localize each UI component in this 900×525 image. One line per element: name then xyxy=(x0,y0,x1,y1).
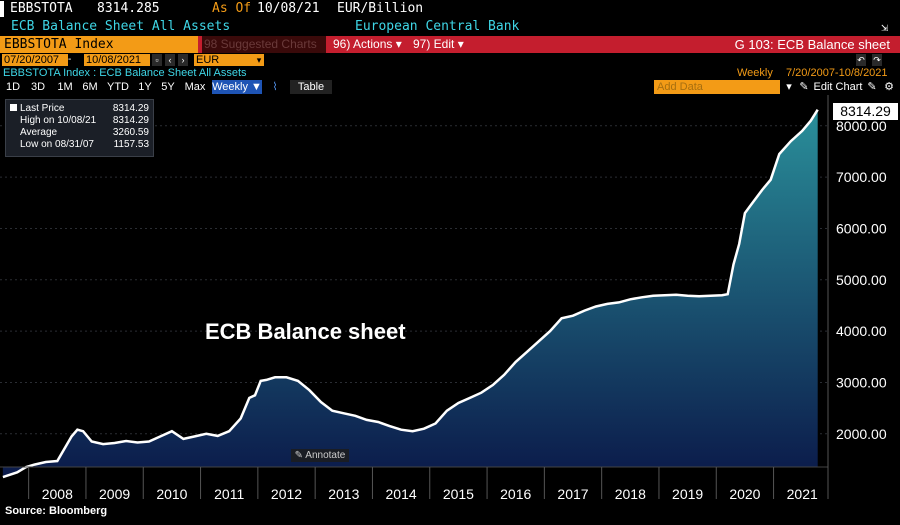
legend-box[interactable]: Last Price 8314.29 High on 10/08/21 8314… xyxy=(5,99,154,157)
last-value-label: 8314.29 xyxy=(833,103,898,120)
as-of-label: As Of xyxy=(212,1,252,16)
prev-period-icon[interactable]: ‹ xyxy=(165,54,175,66)
y-tick-label: 8000.00 xyxy=(836,118,887,134)
ticker-symbol[interactable]: EBBSTOTA xyxy=(0,1,79,17)
date-range-bar: 07/20/2007 - 10/08/2021 ▫ ‹ › EUR ▾ ↶ ↷ xyxy=(0,53,900,67)
balance-sheet-chart: 2008 2009 2010 2011 2012 2013 2014 2015 2016 2017… xyxy=(0,95,887,502)
x-tick-label: 2008 xyxy=(42,486,73,502)
legend-value: 1157.53 xyxy=(113,139,149,150)
chart-area[interactable]: 2008 2009 2010 2011 2012 2013 2014 2015 2016 2017… xyxy=(0,95,900,520)
date-separator: - xyxy=(68,54,72,65)
pencil-icon[interactable]: ✎ xyxy=(867,81,877,93)
y-tick-label: 6000.00 xyxy=(836,220,887,236)
edit-chart-button[interactable]: Edit Chart xyxy=(813,81,863,93)
line-chart-icon[interactable]: ⌇ xyxy=(272,81,278,93)
pencil-icon: ✎ xyxy=(294,450,306,461)
series-line xyxy=(2,109,819,479)
legend-value: 8314.29 xyxy=(112,103,149,114)
x-tick-label: 2017 xyxy=(557,486,588,502)
period-ytd-button[interactable]: YTD xyxy=(107,81,129,93)
security-description: ECB Balance Sheet All Assets xyxy=(11,19,231,34)
x-tick-label: 2013 xyxy=(328,486,359,502)
frequency-label: Weekly xyxy=(737,67,773,79)
y-tick-label: 2000.00 xyxy=(836,426,887,442)
x-tick-label: 2009 xyxy=(99,486,130,502)
next-period-icon[interactable]: › xyxy=(178,54,188,66)
source-note: Source: Bloomberg xyxy=(5,505,108,517)
chevron-down-icon[interactable]: ▾ xyxy=(254,54,264,66)
date-range-label: 7/20/2007-10/8/2021 xyxy=(786,67,888,79)
series-area xyxy=(2,109,818,477)
x-tick-label: 2011 xyxy=(214,486,244,502)
period-1y-button[interactable]: 1Y xyxy=(138,81,152,93)
settings-icon[interactable]: ⚙ xyxy=(884,81,894,93)
units-label: EUR/Billion xyxy=(337,1,424,16)
x-tick-label: 2010 xyxy=(156,486,187,502)
breadcrumb: EBBSTOTA Index : ECB Balance Sheet All A… xyxy=(3,67,247,79)
description-bar: ECB Balance Sheet All Assets European Ce… xyxy=(0,18,900,36)
period-6m-button[interactable]: 6M xyxy=(82,81,98,93)
period-1d-button[interactable]: 1D xyxy=(5,81,21,93)
period-1m-button[interactable]: 1M xyxy=(57,81,73,93)
index-field[interactable]: EBBSTOTA Index xyxy=(0,36,198,53)
x-tick-label: 2014 xyxy=(386,486,417,502)
legend-item-last-price: Last Price xyxy=(10,103,64,115)
annotate-button[interactable]: ✎ Annotate xyxy=(291,449,349,462)
actions-menu[interactable]: 96) Actions ▾ xyxy=(333,37,402,51)
period-bar: 1D 3D 1M 6M YTD 1Y 5Y Max Weekly ▼ ⌇ Tab… xyxy=(0,80,900,94)
redo-icon[interactable]: ↷ xyxy=(872,54,882,66)
legend-item-high: High on 10/08/21 xyxy=(20,115,97,126)
x-tick-label: 2018 xyxy=(615,486,646,502)
legend-item-average: Average xyxy=(20,127,58,138)
breadcrumb-bar: EBBSTOTA Index : ECB Balance Sheet All A… xyxy=(0,67,900,80)
ticker-bar: EBBSTOTA 8314.285 As Of 10/08/21 EUR/Bil… xyxy=(0,0,900,18)
start-date-input[interactable]: 07/20/2007 xyxy=(2,54,68,66)
currency-select[interactable]: EUR xyxy=(194,54,256,66)
legend-label: Last Price xyxy=(20,103,65,114)
x-tick-label: 2016 xyxy=(500,486,531,502)
ticker-value: 8314.285 xyxy=(97,1,160,16)
legend-value: 3260.59 xyxy=(112,127,149,138)
add-data-input[interactable]: Add Data xyxy=(654,80,780,94)
as-of-date: 10/08/21 xyxy=(257,1,320,16)
legend-value: 8314.29 xyxy=(112,115,149,126)
x-tick-label: 2019 xyxy=(672,486,703,502)
x-tick-label: 2021 xyxy=(787,486,818,502)
annotate-label: Annotate xyxy=(305,450,346,461)
table-button[interactable]: Table xyxy=(290,80,332,94)
x-tick-label: 2020 xyxy=(729,486,760,502)
end-date-input[interactable]: 10/08/2021 xyxy=(84,54,150,66)
chevron-down-icon[interactable]: ▾ xyxy=(786,81,792,93)
y-tick-label: 4000.00 xyxy=(836,323,887,339)
frequency-dropdown[interactable]: Weekly ▼ xyxy=(212,80,262,94)
legend-swatch xyxy=(10,104,17,111)
y-tick-label: 3000.00 xyxy=(836,374,887,390)
y-tick-label: 5000.00 xyxy=(836,272,887,288)
x-tick-label: 2015 xyxy=(443,486,474,502)
x-tick-label: 2012 xyxy=(271,486,302,502)
period-5y-button[interactable]: 5Y xyxy=(161,81,175,93)
legend-item-low: Low on 08/31/07 xyxy=(20,139,94,150)
function-title: G 103: ECB Balance sheet xyxy=(734,37,890,52)
edit-menu[interactable]: 97) Edit ▾ xyxy=(413,37,464,51)
function-toolbar: EBBSTOTA Index 98 Suggested Charts 96) A… xyxy=(0,36,900,53)
period-3d-button[interactable]: 3D xyxy=(30,81,46,93)
export-icon[interactable]: ⇲ xyxy=(881,20,889,34)
undo-icon[interactable]: ↶ xyxy=(856,54,866,66)
chart-title: ECB Balance sheet xyxy=(205,319,406,344)
pencil-icon[interactable]: ✎ xyxy=(799,81,809,93)
calendar-icon[interactable]: ▫ xyxy=(152,54,162,66)
period-max-button[interactable]: Max xyxy=(184,81,206,93)
source-name: European Central Bank xyxy=(355,19,520,34)
suggested-charts-button[interactable]: 98 Suggested Charts xyxy=(202,36,326,53)
y-tick-label: 7000.00 xyxy=(836,169,887,185)
